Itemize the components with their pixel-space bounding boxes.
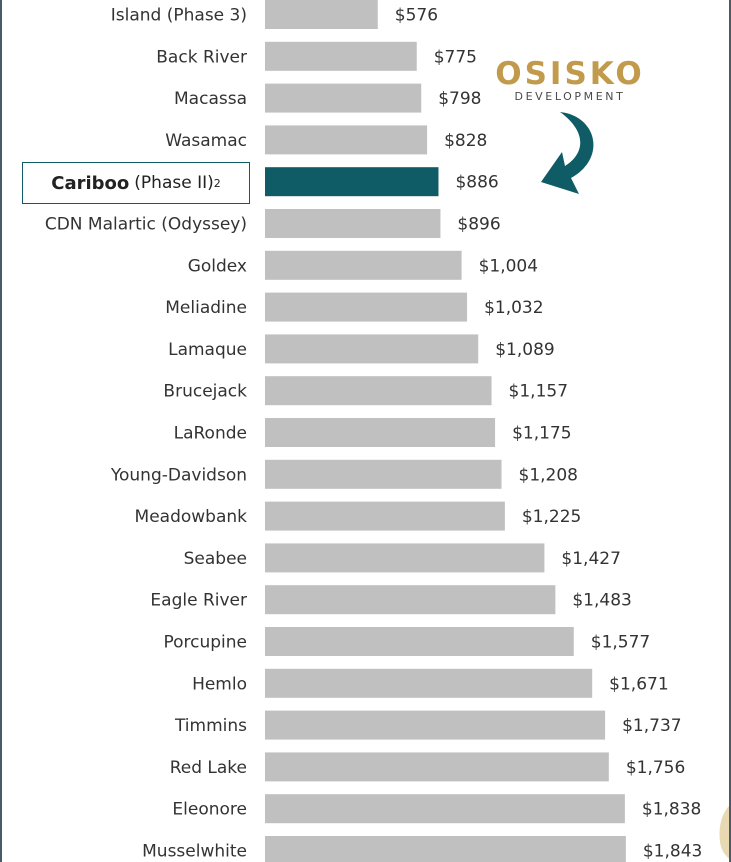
category-label-meadowbank: Meadowbank bbox=[135, 507, 248, 527]
logo-subtitle: DEVELOPMENT bbox=[514, 90, 626, 103]
bar-goldex bbox=[265, 250, 462, 280]
bar-eagle-river bbox=[265, 585, 556, 615]
category-label-wasamac: Wasamac bbox=[165, 131, 247, 151]
value-label-back-river: $775 bbox=[434, 47, 477, 67]
category-label-island-phase-3: Island (Phase 3) bbox=[111, 6, 247, 26]
value-label-eleonore: $1,838 bbox=[642, 800, 701, 820]
category-label-eagle-river: Eagle River bbox=[150, 591, 247, 611]
bar-wasamac bbox=[265, 125, 428, 155]
value-label-meadowbank: $1,225 bbox=[522, 507, 581, 527]
value-label-timmins: $1,737 bbox=[622, 716, 681, 736]
curved-arrow-icon bbox=[541, 112, 594, 194]
category-label-goldex: Goldex bbox=[188, 256, 247, 276]
bar-island-phase-3 bbox=[265, 0, 378, 29]
category-label-eleonore: Eleonore bbox=[172, 800, 247, 820]
bar-eleonore bbox=[265, 794, 625, 824]
value-label-cariboo-phase-ii: $886 bbox=[455, 173, 498, 193]
category-label-musselwhite: Musselwhite bbox=[142, 842, 247, 862]
value-label-porcupine: $1,577 bbox=[591, 633, 650, 653]
value-label-lamaque: $1,089 bbox=[495, 340, 554, 360]
value-label-meliadine: $1,032 bbox=[484, 298, 543, 318]
category-label-cdn-malartic-odyssey: CDN Malartic (Odyssey) bbox=[45, 215, 247, 235]
bar-musselwhite bbox=[265, 836, 626, 862]
bar-porcupine bbox=[265, 627, 574, 656]
highlight-phase: (Phase II) bbox=[134, 173, 214, 193]
category-label-macassa: Macassa bbox=[174, 89, 247, 109]
osisko-logo: OSISKO DEVELOPMENT bbox=[470, 58, 670, 104]
bar-macassa bbox=[265, 83, 422, 113]
value-label-laronde: $1,175 bbox=[512, 424, 571, 444]
bar-timmins bbox=[265, 710, 606, 740]
value-label-hemlo: $1,671 bbox=[609, 674, 668, 694]
category-label-seabee: Seabee bbox=[184, 549, 247, 569]
value-label-island-phase-3: $576 bbox=[395, 6, 438, 26]
bar-laronde bbox=[265, 418, 496, 447]
category-label-meliadine: Meliadine bbox=[165, 298, 247, 318]
category-label-hemlo: Hemlo bbox=[192, 674, 247, 694]
value-label-musselwhite: $1,843 bbox=[643, 842, 702, 862]
value-label-macassa: $798 bbox=[438, 89, 481, 109]
logo-wordmark: OSISKO bbox=[495, 56, 645, 92]
bar-seabee bbox=[265, 543, 545, 573]
value-label-brucejack: $1,157 bbox=[509, 382, 568, 402]
value-label-seabee: $1,427 bbox=[561, 549, 620, 569]
value-label-red-lake: $1,756 bbox=[626, 758, 685, 778]
bar-hemlo bbox=[265, 668, 593, 698]
bar-lamaque bbox=[265, 334, 479, 364]
value-label-cdn-malartic-odyssey: $896 bbox=[457, 215, 500, 235]
value-label-wasamac: $828 bbox=[444, 131, 487, 151]
highlight-name: Cariboo bbox=[51, 172, 130, 194]
category-label-brucejack: Brucejack bbox=[163, 382, 247, 402]
bar-red-lake bbox=[265, 752, 609, 782]
category-label-red-lake: Red Lake bbox=[170, 758, 247, 778]
bar-brucejack bbox=[265, 376, 492, 406]
value-label-young-davidson: $1,208 bbox=[519, 465, 578, 485]
bar-cariboo-phase-ii bbox=[265, 167, 439, 197]
category-label-lamaque: Lamaque bbox=[168, 340, 247, 360]
bar-meliadine bbox=[265, 292, 468, 322]
category-label-laronde: LaRonde bbox=[174, 424, 247, 444]
value-label-goldex: $1,004 bbox=[479, 256, 538, 276]
bar-back-river bbox=[265, 41, 417, 71]
bar-young-davidson bbox=[265, 459, 502, 489]
bar-meadowbank bbox=[265, 501, 505, 531]
category-label-timmins: Timmins bbox=[174, 716, 247, 736]
bar-cdn-malartic-odyssey bbox=[265, 209, 441, 238]
category-label-young-davidson: Young-Davidson bbox=[110, 465, 247, 485]
highlighted-category-label: Cariboo (Phase II) 2 bbox=[22, 162, 250, 204]
value-label-eagle-river: $1,483 bbox=[572, 591, 631, 611]
corner-decoration-icon bbox=[719, 804, 731, 860]
category-label-porcupine: Porcupine bbox=[163, 633, 247, 653]
highlight-footnote: 2 bbox=[213, 176, 221, 190]
category-label-back-river: Back River bbox=[156, 47, 247, 67]
